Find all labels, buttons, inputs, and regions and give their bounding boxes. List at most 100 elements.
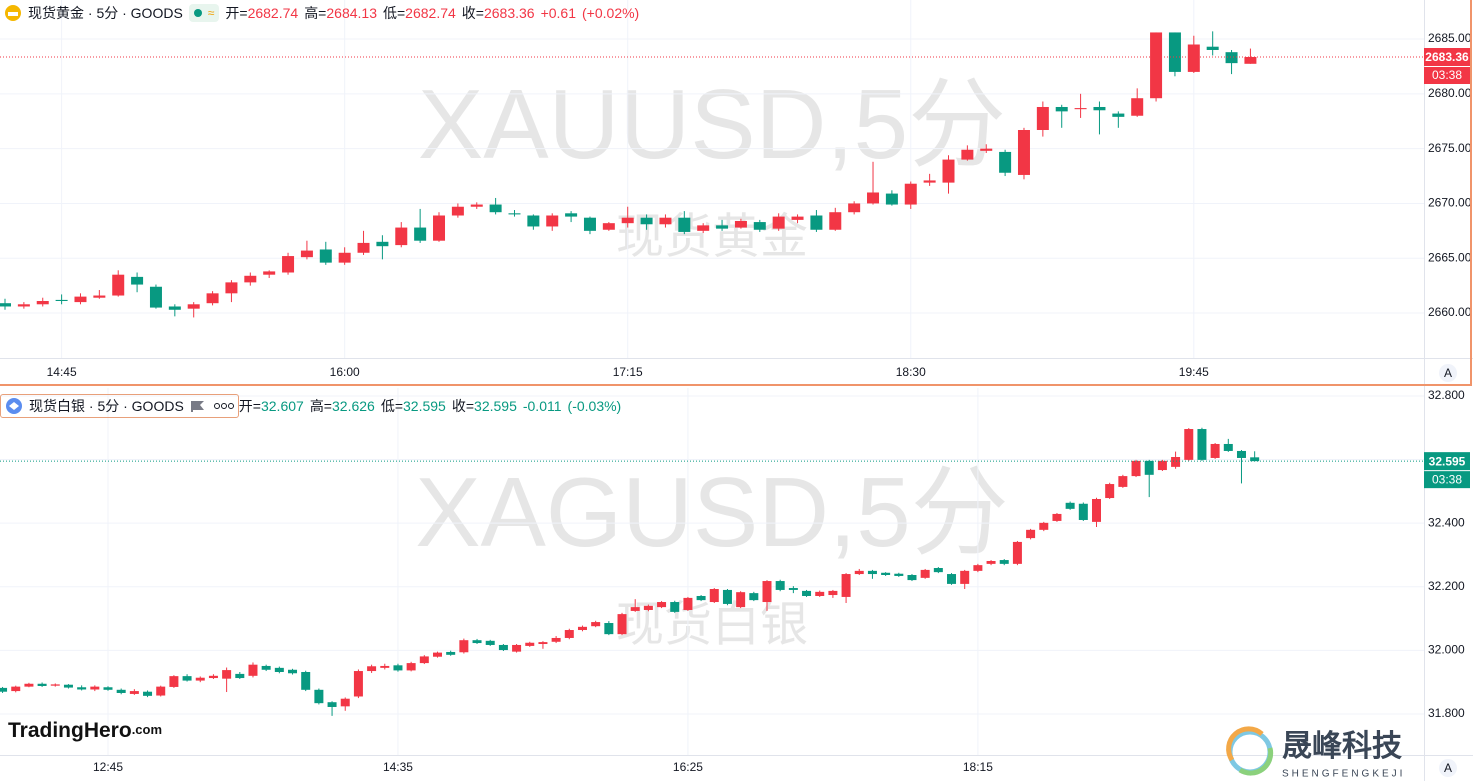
x-tick-label: 14:45 [47,365,77,379]
candle-body [1118,476,1128,487]
candle-body [697,225,710,231]
candle-body [577,626,587,631]
low-label: 低= [382,5,406,21]
candle-body [810,215,823,230]
company-logo: 晟峰科技 SHENGFENGKEJI [1226,726,1402,780]
symbol-title[interactable]: 现货黄金 · 5分 · GOODS [28,5,183,21]
close-value: 2683.36 [483,5,535,21]
candle-body [0,687,8,692]
candle-body [828,590,838,596]
candle-body [63,684,73,688]
candle-body [1026,529,1036,539]
flag-icon [190,401,204,412]
candle-body [129,691,139,694]
candle-body [472,640,482,644]
y-tick-label: 32.200 [1428,579,1465,593]
candle-body [1144,460,1154,475]
countdown-tag [1424,66,1470,84]
gold-icon [5,5,21,21]
low-value: 32.595 [403,398,446,414]
candle-body [338,252,351,263]
open-label: 开= [238,398,261,414]
candle-body [225,282,238,294]
countdown-tag [1424,471,1470,489]
high-value: 2684.13 [326,5,377,21]
silver-header: 现货白银 · 5分 · GOODS 开= 32.607 高= 32.626 低= 32… [0,394,621,418]
auto-scale-button[interactable]: A [1439,759,1457,777]
candle-body [380,665,390,668]
status-badge[interactable]: ≈ [188,4,220,22]
candle-body [406,663,416,671]
symbol-box[interactable]: 现货白银 · 5分 · GOODS [0,394,239,418]
candle-body [169,676,179,687]
candle-body [546,215,559,227]
candle-body [762,581,772,603]
candle-body [77,687,87,690]
candle-body [999,151,1012,173]
candle-body [1092,498,1101,522]
more-icon[interactable] [213,402,234,410]
candle-body [1171,457,1181,467]
candle-body [1131,98,1144,116]
candle-body [116,689,126,693]
candle-body [1055,106,1068,112]
candle-body [195,677,205,681]
x-tick-label: 16:25 [673,760,703,774]
candle-body [829,212,842,230]
auto-scale-button[interactable]: A [1439,364,1457,382]
price-tag [1424,452,1470,471]
candle-body [187,304,200,309]
candle-body [182,676,192,681]
candle-body [74,296,87,303]
candle-body [1131,460,1141,477]
candle-body [894,573,904,576]
high-label: 高= [309,398,332,414]
candle-body [235,673,245,679]
candle-body [1036,106,1049,131]
candle-body [50,684,60,686]
candle-body [90,686,100,690]
candle-body [960,570,970,584]
candle-body [131,276,144,285]
candle-body [208,675,218,679]
candle-body [1223,443,1233,451]
candle-body [538,642,548,645]
change-value: +0.61 [540,5,577,21]
candle-body [419,656,429,664]
button-label: A [1444,366,1452,380]
candle-body [282,256,295,273]
candle-body [485,640,495,645]
candle-body [1157,460,1167,471]
candle-body [947,574,957,584]
candle-body [103,687,113,690]
candle-body [1210,443,1220,458]
y-tick-label: 31.800 [1428,706,1465,720]
candle-body [300,250,313,258]
candle-body [643,605,653,610]
x-tick-label: 17:15 [613,365,643,379]
candle-body [565,213,578,217]
candle-body [659,217,672,225]
candle-body [791,216,804,220]
low-label: 低= [380,398,404,414]
y-tick-label: 2670.00 [1428,196,1472,210]
close-label: 收= [461,5,484,21]
candle-body [301,671,311,690]
candle-body [923,180,936,183]
y-tick-label: 2680.00 [1428,86,1472,100]
x-tick-label: 14:35 [383,760,413,774]
candle-body [736,592,746,608]
candle-body [1206,46,1219,50]
candle-body [319,249,332,263]
price-tag [1424,47,1470,66]
status-dot [193,9,202,17]
candle-body [1093,106,1106,111]
watermark-symbol: XAGUSD,5分 [415,457,1009,567]
y-tick-label: 2675.00 [1428,141,1472,155]
candle-body [11,686,21,692]
candle-body [1150,32,1163,99]
symbol-title[interactable]: 现货白银 · 5分 · GOODS [29,398,184,414]
candle-body [414,227,427,241]
silver-icon [6,398,22,414]
open-value: 2682.74 [247,5,299,21]
